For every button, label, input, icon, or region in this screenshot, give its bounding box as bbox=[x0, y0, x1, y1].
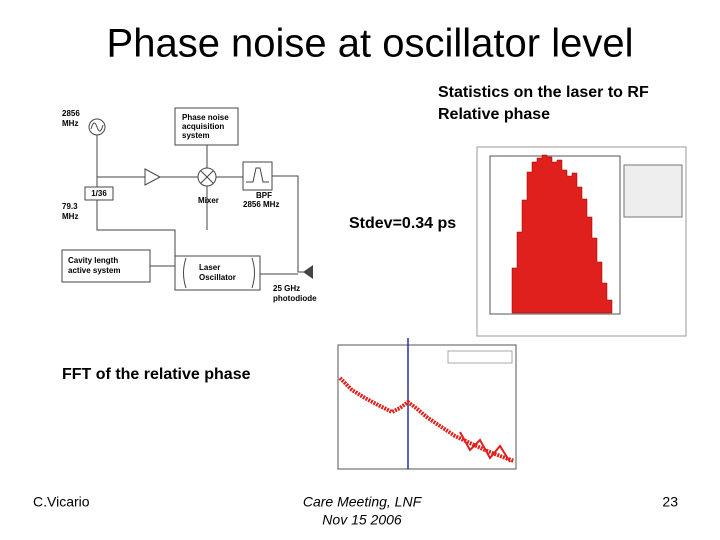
sine-icon bbox=[90, 122, 104, 132]
bpf-label: 2856 MHz bbox=[243, 200, 279, 209]
statistics-heading: Relative phase bbox=[438, 106, 550, 123]
photodiode-label: photodiode bbox=[273, 294, 317, 303]
divider-box bbox=[84, 186, 114, 201]
acquisition-label: Phase noise bbox=[182, 113, 229, 122]
rf-out-label: MHz bbox=[62, 212, 78, 221]
rf-out-label: 79.3 bbox=[62, 202, 78, 211]
cavity-box bbox=[61, 249, 151, 283]
photodiode-label: 25 GHz bbox=[273, 284, 300, 293]
source-label: MHz bbox=[62, 119, 78, 128]
laser-box bbox=[174, 255, 261, 291]
histogram-bars bbox=[511, 154, 613, 314]
block-diagram: 2856 MHz Phase noise acquisition system … bbox=[61, 107, 317, 303]
footer-event: Nov 15 2006 bbox=[322, 512, 402, 528]
slide-title: Phase noise at oscillator level bbox=[107, 22, 634, 66]
histogram-image bbox=[476, 146, 687, 337]
laser-label: Laser bbox=[199, 263, 220, 272]
bpf-box bbox=[242, 161, 273, 191]
page-number: 23 bbox=[662, 494, 678, 510]
acquisition-label: system bbox=[182, 131, 210, 140]
plot-frame bbox=[337, 344, 517, 470]
cavity-label: active system bbox=[68, 266, 120, 275]
bpf-label: BPF bbox=[256, 191, 272, 200]
stats-table bbox=[623, 164, 683, 218]
connector bbox=[96, 135, 312, 275]
mixer-cross bbox=[200, 170, 214, 184]
stdev-label: Stdev=0.34 ps bbox=[349, 215, 456, 232]
cavity-label: Cavity length bbox=[68, 256, 118, 265]
fft-trace bbox=[338, 376, 515, 463]
acquisition-box bbox=[174, 107, 239, 146]
laser-label: Oscillator bbox=[199, 273, 236, 282]
amplifier bbox=[144, 168, 162, 186]
statistics-heading: Statistics on the laser to RF bbox=[438, 84, 649, 101]
fft-heading: FFT of the relative phase bbox=[62, 366, 251, 383]
source-label: 2856 bbox=[62, 109, 80, 118]
fft-noise bbox=[459, 431, 511, 463]
footer-author: C.Vicario bbox=[33, 494, 90, 510]
acquisition-label: acquisition bbox=[182, 122, 224, 131]
legend-box bbox=[447, 350, 513, 364]
fft-image bbox=[337, 338, 517, 470]
mixer-label: Mixer bbox=[198, 196, 219, 205]
footer-event: Care Meeting, LNF bbox=[303, 494, 423, 510]
divider-label: 1/36 bbox=[91, 189, 107, 198]
photodiode bbox=[303, 265, 313, 279]
laser-mirrors bbox=[183, 257, 255, 289]
bpf-icon bbox=[246, 167, 269, 183]
